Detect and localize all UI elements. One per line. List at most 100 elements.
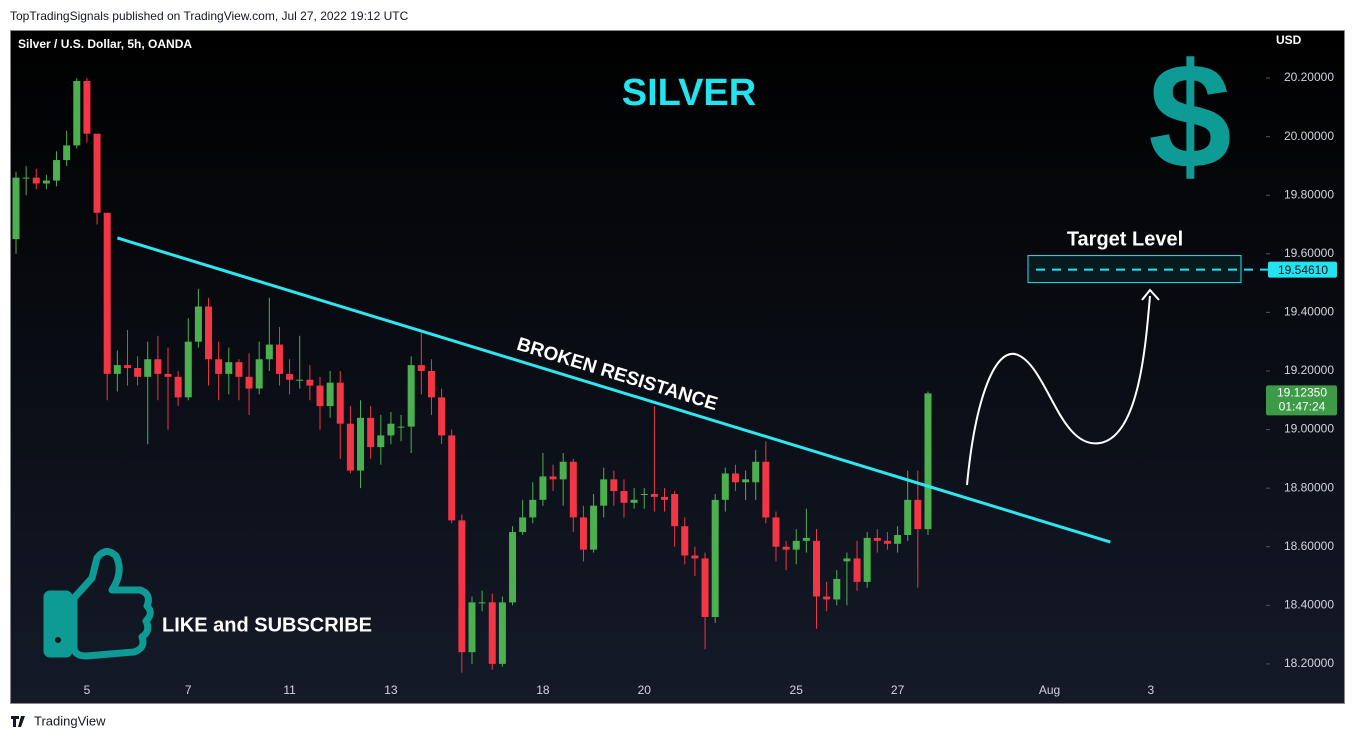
countdown-label: 01:47:24: [1279, 400, 1326, 414]
heading: SILVER: [622, 72, 756, 114]
candle-body: [316, 385, 324, 407]
y-tick-label: 18.80000: [1284, 480, 1334, 494]
logo-mark: [11, 716, 25, 727]
x-tick-label: 7: [185, 683, 192, 697]
candle-body: [792, 540, 800, 550]
candle-body: [661, 496, 669, 500]
projection-arrow: [966, 295, 1151, 486]
candle-body: [681, 526, 689, 556]
candle-body: [336, 382, 344, 424]
candle-body: [671, 493, 679, 527]
candle-body: [691, 555, 699, 559]
candle-body: [924, 393, 932, 530]
candle-body: [630, 499, 638, 503]
x-tick-label: 13: [384, 683, 398, 697]
candle-body: [894, 535, 902, 544]
candle-body: [42, 180, 50, 184]
candle-body: [245, 376, 253, 389]
candle-body: [144, 359, 152, 377]
y-tick-label: 20.00000: [1284, 129, 1334, 143]
candle-body: [873, 537, 881, 541]
y-tick-label: 19.60000: [1284, 246, 1334, 260]
x-tick-label: 18: [536, 683, 550, 697]
candle-body: [448, 435, 456, 521]
candle-body: [569, 461, 577, 518]
candle-body: [427, 370, 435, 398]
candle-body: [73, 80, 81, 146]
candle-body: [640, 493, 648, 495]
candle-body: [22, 177, 30, 179]
candle-body: [833, 578, 841, 600]
candle-body: [113, 365, 121, 374]
target-tag-label: 19.54610: [1278, 263, 1328, 277]
candle-body: [519, 517, 527, 533]
candle-body: [863, 537, 871, 582]
x-tick-label: Aug: [1039, 683, 1060, 697]
last-price-label: 19.12350: [1277, 386, 1327, 400]
candle-body: [458, 520, 466, 653]
candle-body: [205, 306, 213, 360]
candle-body: [174, 376, 182, 398]
candle-body: [326, 382, 334, 407]
y-tick-label: 18.60000: [1284, 539, 1334, 553]
candle-body: [802, 537, 810, 541]
candle-body: [731, 473, 739, 483]
candle-body: [762, 461, 770, 518]
candle-body: [225, 362, 233, 374]
candle-body: [620, 491, 628, 503]
candle-body: [529, 499, 537, 518]
y-tick-label: 19.40000: [1284, 305, 1334, 319]
y-tick-label: 20.20000: [1284, 70, 1334, 84]
candle-body: [12, 177, 20, 240]
footer-logo: TradingView: [11, 713, 106, 728]
candle-body: [103, 212, 111, 374]
candle-body: [772, 517, 780, 547]
candle-body: [904, 499, 912, 536]
thumb-dot: [55, 637, 61, 643]
candle-body: [509, 532, 517, 603]
candle-body: [367, 417, 375, 448]
candle-body: [438, 397, 446, 436]
candle-body: [559, 461, 567, 480]
plot: 18.20000 18.40000 18.60000 18.80000 19.00000…: [12, 70, 1334, 697]
candle-body: [600, 479, 608, 506]
candle-body: [883, 540, 891, 544]
candle-body: [123, 365, 131, 369]
candle-body: [468, 602, 476, 653]
thumb-hand: [70, 548, 154, 660]
footer-text: TradingView: [34, 713, 106, 728]
candle-body: [286, 373, 294, 380]
candle-body: [306, 379, 314, 386]
candle-body: [823, 596, 831, 600]
candle-body: [346, 423, 354, 471]
candle-body: [215, 359, 223, 374]
call-to-action: LIKE and SUBSCRIBE: [162, 614, 372, 636]
candle-body: [752, 461, 760, 483]
candle-body: [539, 476, 547, 500]
candle-body: [357, 417, 365, 471]
candle-body: [275, 344, 283, 374]
candle-body: [265, 344, 273, 360]
candle-body: [377, 435, 385, 448]
arrow-head: [1141, 288, 1160, 301]
candle-body: [721, 473, 729, 500]
candle-body: [579, 517, 587, 550]
candle-body: [853, 558, 861, 582]
candle-body: [590, 505, 598, 550]
candle-body: [63, 145, 71, 161]
target-zone: [1027, 255, 1242, 284]
candle-body: [397, 426, 405, 428]
candle-body: [32, 177, 40, 184]
header: TopTradingSignals published on TradingVi…: [10, 9, 409, 23]
candle-body: [782, 546, 790, 550]
candle-body: [549, 476, 557, 480]
candle-body: [407, 365, 415, 427]
chart-panel: [10, 30, 1345, 704]
target-title: Target Level: [1067, 228, 1183, 250]
x-tick-label: 5: [84, 683, 91, 697]
y-tick-label: 18.20000: [1284, 656, 1334, 670]
y-tick-label: 19.80000: [1284, 187, 1334, 201]
candle-body: [813, 540, 821, 597]
